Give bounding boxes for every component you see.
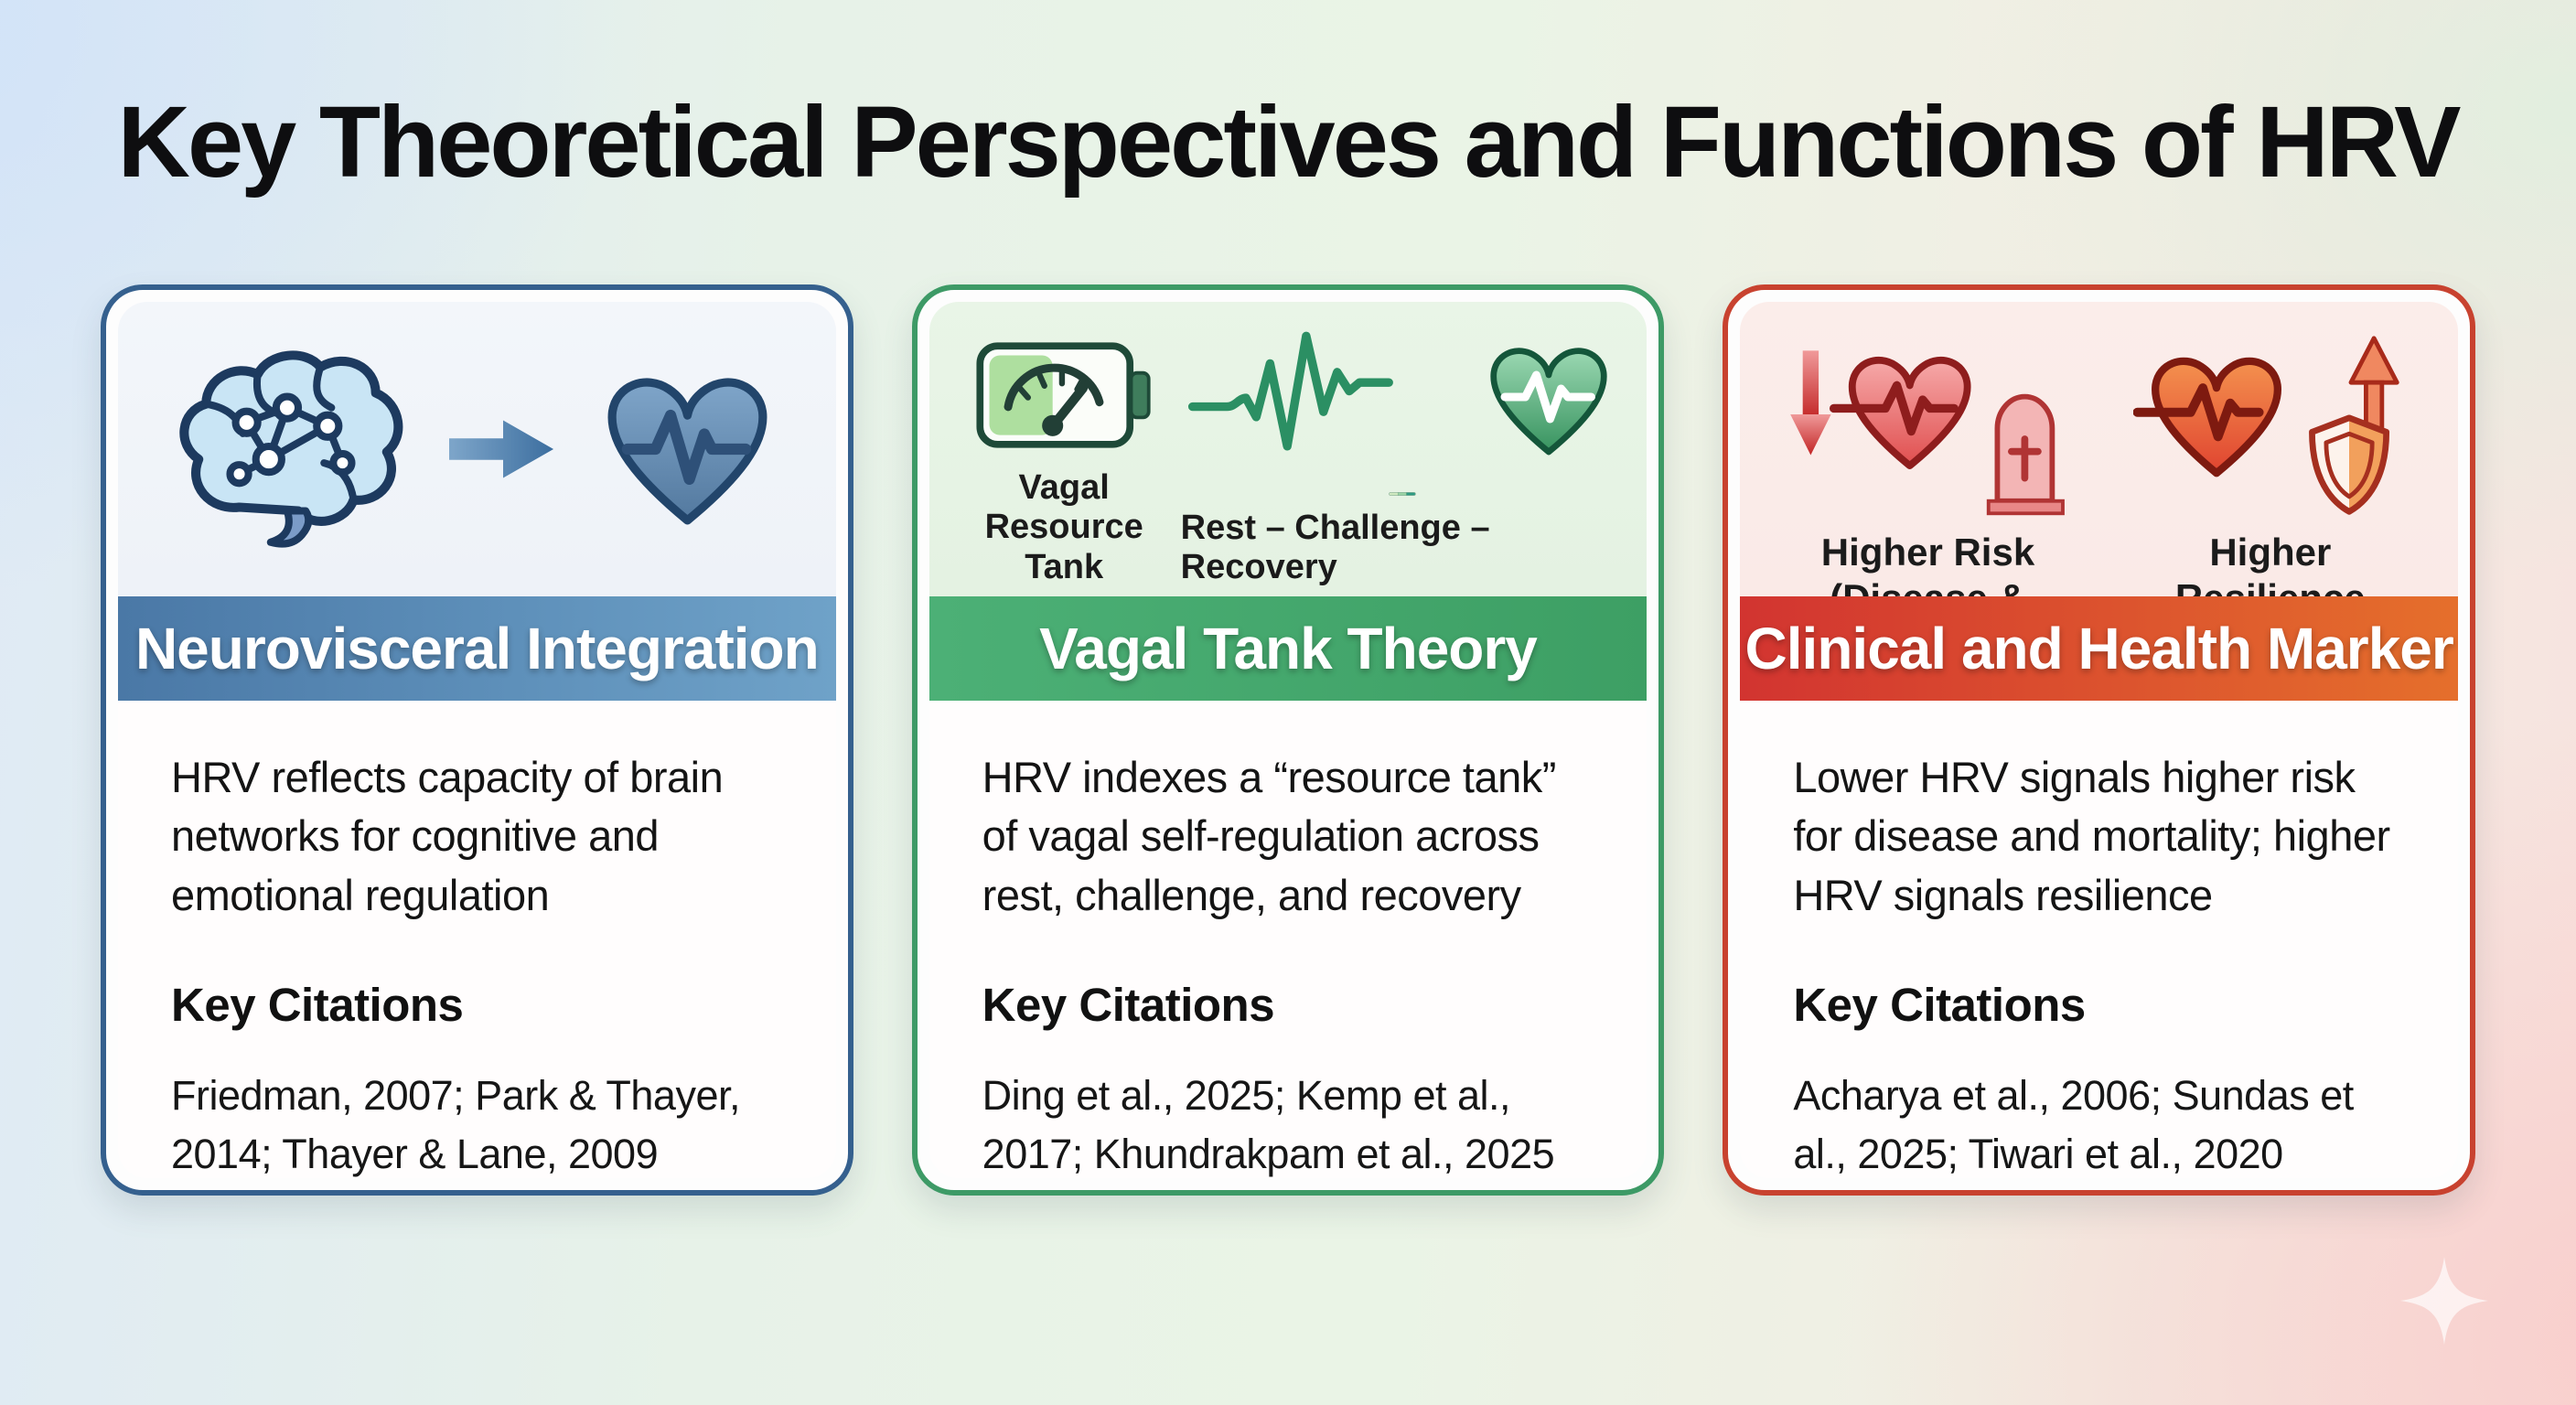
battery-gauge-icon [976,342,1151,448]
citations-text: Acharya et al., 2006; Sundas et al., 202… [1793,1072,2354,1178]
heart-ecg-icon [1829,356,1971,470]
heart-ecg-icon [1489,348,1607,456]
neurovisceral-illustration [118,302,836,596]
arrow-down-icon [1789,350,1831,456]
card-body: HRV reflects capacity of brain networks … [118,701,836,1178]
resilience-icons [2132,336,2399,515]
card-description: HRV indexes a “resource tank” of vagal s… [982,753,1557,919]
card-inner: Higher Risk (Disease & Mortality) [1740,302,2459,1178]
page-title: Key Theoretical Perspectives and Functio… [117,86,2462,198]
card-header-neurovisceral: Neurovisceral Integration [118,596,836,701]
sparkle-icon [2400,1257,2488,1345]
card-inner: Vagal Resource Tank [928,302,1648,1178]
risk-icons [1789,350,2065,516]
clinical-illustration: Higher Risk (Disease & Mortality) [1740,302,2459,664]
bar-label: Rest – Challenge – Recovery [1180,509,1490,586]
card-body: Lower HRV signals higher risk for diseas… [1740,701,2459,1178]
risk-label-line1: Higher Risk [1820,531,2035,574]
higher-resilience-group: Higher Resilience [2106,333,2434,620]
key-citations-heading: Key Citations [171,979,464,1032]
card-description: Lower HRV signals higher risk for diseas… [1793,753,2390,919]
heart-ecg-icon [2132,357,2281,477]
card-inner: Neurovisceral Integration HRV reflects c… [118,302,836,1178]
key-citations-heading: Key Citations [982,979,1275,1032]
tank-level-bar-icon [1388,492,1416,496]
heart-ecg-icon [607,378,767,525]
vagal-tank-illustration: Vagal Resource Tank [928,302,1648,596]
card-vagal-tank-theory: Vagal Resource Tank [911,284,1665,1196]
card-header-vagal-tank: Vagal Tank Theory [928,596,1648,701]
key-citations-heading: Key Citations [1793,979,2086,1032]
battery-column: Vagal Resource Tank [957,322,1172,587]
wave-heart-row [1187,322,1617,477]
card-neurovisceral-integration: Neurovisceral Integration HRV reflects c… [101,284,853,1196]
citations-text: Ding et al., 2025; Kemp et al., 2017; Kh… [982,1072,1555,1178]
card-header-clinical: Clinical and Health Marker [1740,596,2459,701]
battery-label: Vagal Resource Tank [984,468,1143,586]
card-description: HRV reflects capacity of brain networks … [171,753,724,919]
ecg-wave-icon [1187,331,1393,451]
cards-row: Neurovisceral Integration HRV reflects c… [0,284,2576,1196]
wave-and-bar-column: Rest – Challenge – Recovery [1181,322,1624,587]
citations-text: Friedman, 2007; Park & Thayer, 2014; Tha… [171,1072,740,1178]
tombstone-icon [1986,393,2065,516]
arrow-right-icon [448,420,553,478]
shield-icon [2308,414,2389,515]
card-body: HRV indexes a “resource tank” of vagal s… [928,701,1648,1178]
brain-network-icon [179,350,403,548]
card-clinical-health-marker: Higher Risk (Disease & Mortality) [1723,284,2476,1196]
